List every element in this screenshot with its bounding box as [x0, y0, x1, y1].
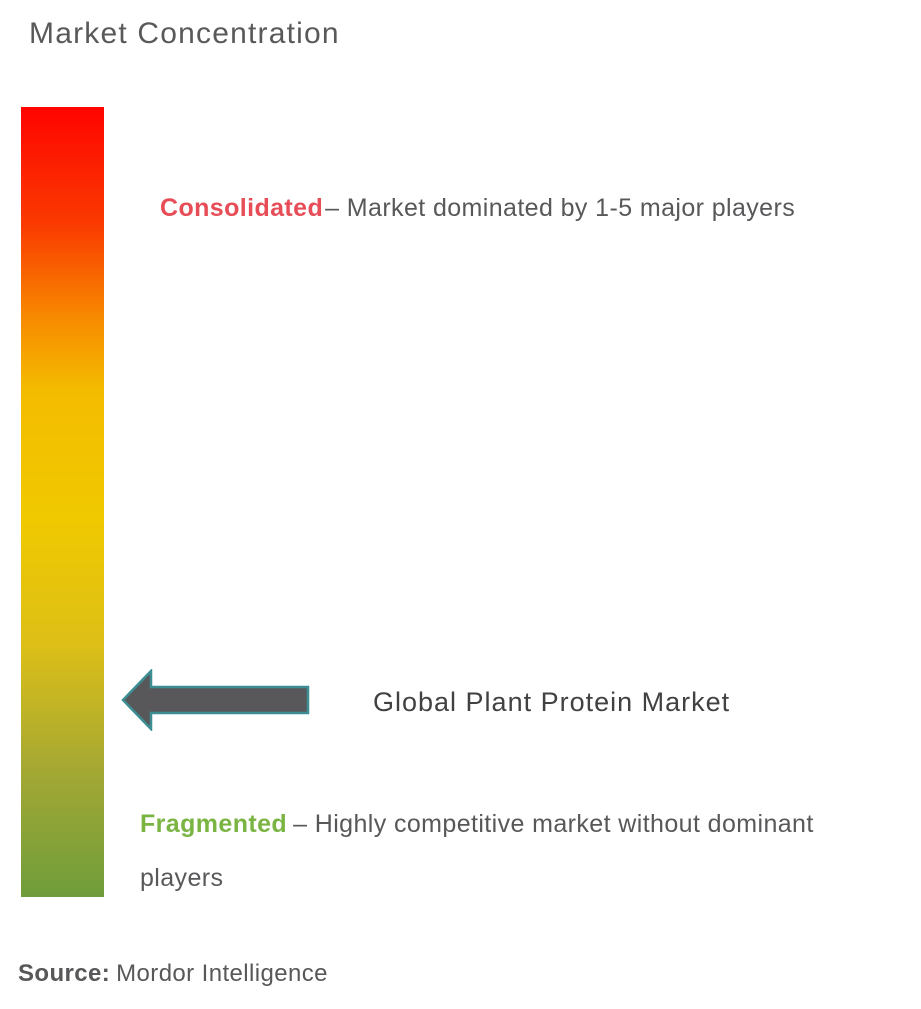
- market-pointer-label: Global Plant Protein Market: [373, 687, 731, 717]
- source-value: Mordor Intelligence: [116, 960, 328, 987]
- source-label: Source:: [18, 960, 111, 987]
- fragmented-description-line2: players: [140, 864, 224, 892]
- page-title: Market Concentration: [29, 17, 340, 50]
- left-arrow-shape: [121, 669, 310, 731]
- concentration-gradient-bar: [21, 107, 104, 897]
- fragmented-description-line1: – Highly competitive market without domi…: [293, 810, 814, 838]
- consolidated-line: Consolidated– Market dominated by 1-5 ma…: [160, 194, 795, 223]
- consolidated-label: Consolidated: [160, 194, 324, 222]
- left-arrow-icon: [121, 669, 310, 731]
- fragmented-line: Fragmented – Highly competitive market wi…: [140, 797, 900, 905]
- fragmented-label: Fragmented: [140, 810, 288, 838]
- consolidated-description: – Market dominated by 1-5 major players: [325, 194, 796, 222]
- source-line: Source: Mordor Intelligence: [18, 960, 328, 988]
